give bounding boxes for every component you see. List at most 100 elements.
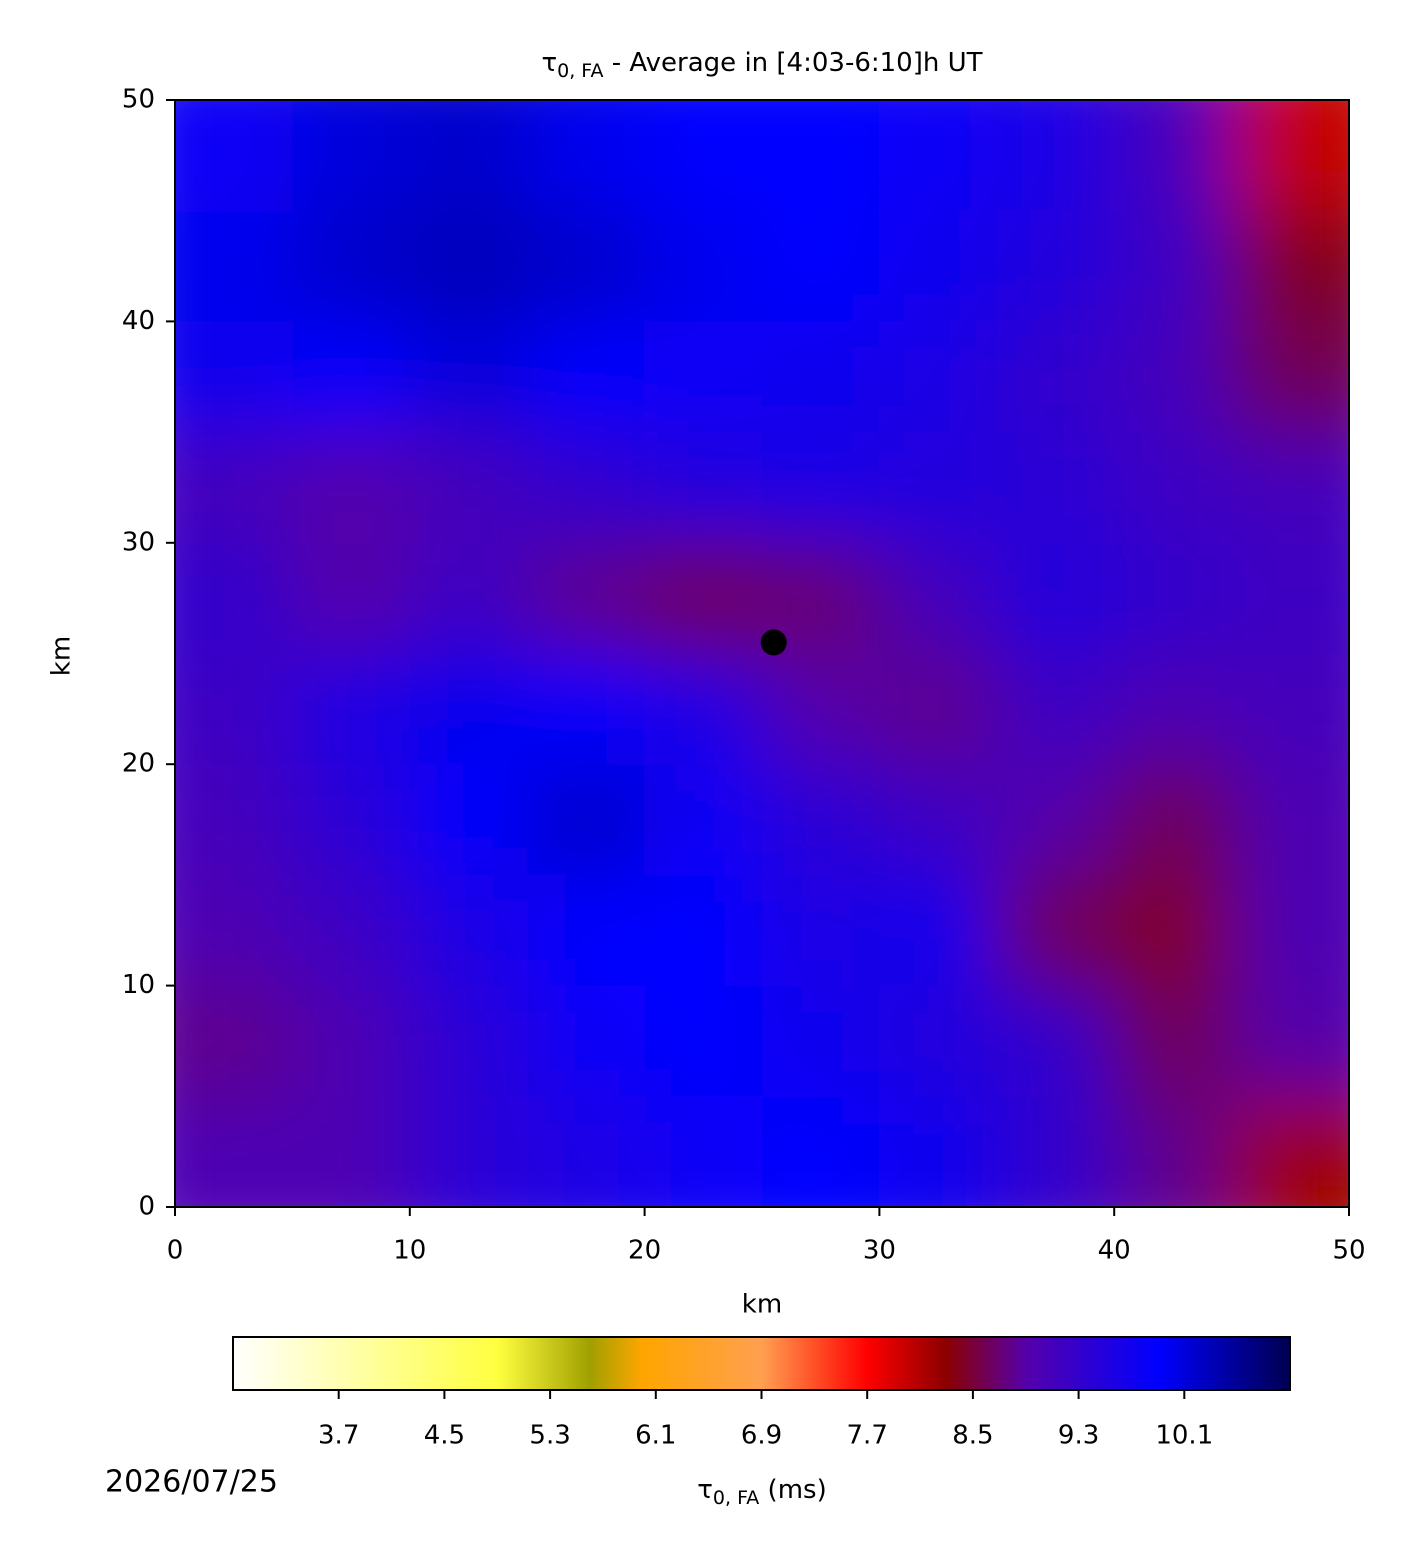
- heatmap-cell: [175, 874, 293, 986]
- heatmap-cell: [644, 432, 762, 543]
- y-tick-label: 50: [122, 85, 155, 115]
- heatmap-cell: [879, 874, 997, 986]
- heatmap-cell: [762, 1096, 880, 1207]
- heatmap-cell: [879, 1096, 997, 1207]
- x-tick-label: 10: [393, 1236, 426, 1266]
- colorbar-tick-label: 10.1: [1155, 1421, 1213, 1451]
- heatmap-cell: [292, 874, 410, 986]
- heatmap-cell: [292, 764, 410, 875]
- heatmap-cell: [1114, 210, 1232, 322]
- heatmap-cell: [175, 1096, 293, 1207]
- colorbar-tick-label: 6.9: [741, 1421, 782, 1451]
- heatmap-cell: [644, 210, 762, 322]
- x-tick-label: 30: [863, 1236, 896, 1266]
- x-axis-label: km: [742, 1290, 782, 1320]
- heatmap-cell: [644, 542, 762, 654]
- y-axis-label: km: [47, 636, 77, 676]
- heatmap-cell: [762, 874, 880, 986]
- heatmap-cell: [1231, 1096, 1349, 1207]
- x-tick-label: 0: [167, 1236, 184, 1266]
- heatmap-cell: [762, 985, 880, 1097]
- heatmap-cell: [409, 100, 528, 211]
- heatmap-cell: [1114, 542, 1232, 654]
- heatmap-cell: [644, 764, 762, 875]
- heatmap-cell: [1231, 874, 1349, 986]
- heatmap-cell: [175, 100, 293, 211]
- heatmap-cell: [409, 1096, 528, 1207]
- heatmap-cell: [1231, 653, 1349, 765]
- plot-frame: [174, 99, 1350, 1208]
- heatmap-cell: [1114, 764, 1232, 875]
- heatmap-cell: [409, 764, 528, 875]
- y-tick-label: 20: [122, 749, 155, 779]
- heatmap-cell: [175, 321, 293, 433]
- colorbar-tick-label: 6.1: [635, 1421, 676, 1451]
- date: 2026/07/25: [105, 1465, 278, 1500]
- heatmap-cell: [1114, 100, 1232, 211]
- heatmap-cell: [1114, 985, 1232, 1097]
- heatmap-cell: [292, 653, 410, 765]
- heatmap-cell: [762, 432, 880, 543]
- heatmap-cell: [996, 985, 1115, 1097]
- heatmap-cell: [1231, 210, 1349, 322]
- heatmap-cell: [1231, 432, 1349, 543]
- heatmap-cell: [527, 210, 645, 322]
- heatmap-cell: [175, 432, 293, 543]
- heatmap-cell: [175, 653, 293, 765]
- colorbar-tick-label: 5.3: [529, 1421, 570, 1451]
- heatmap-cell: [879, 985, 997, 1097]
- x-tick-label: 50: [1332, 1236, 1365, 1266]
- heatmap-cell: [527, 542, 645, 654]
- y-tick-label: 40: [122, 306, 155, 336]
- heatmap-cell: [527, 432, 645, 543]
- heatmap-cell: [879, 764, 997, 875]
- heatmap-cell: [527, 653, 645, 765]
- x-tick-label: 40: [1098, 1236, 1131, 1266]
- heatmap-cell: [175, 985, 293, 1097]
- heatmap-cell: [762, 653, 880, 765]
- heatmap-cell: [527, 100, 645, 211]
- heatmap-cell: [409, 321, 528, 433]
- heatmap-cell: [996, 653, 1115, 765]
- heatmap-cell: [996, 100, 1115, 211]
- marker: [760, 629, 787, 656]
- heatmap-cell: [527, 1096, 645, 1207]
- heatmap-cell: [644, 100, 762, 211]
- heatmap-cell: [292, 100, 410, 211]
- heatmap-cell: [409, 210, 528, 322]
- colorbar-label: τ0, FA (ms): [697, 1475, 826, 1509]
- heatmap-cell: [1231, 985, 1349, 1097]
- heatmap-cell: [1114, 874, 1232, 986]
- heatmap-cell: [879, 542, 997, 654]
- x-tick-label: 20: [628, 1236, 661, 1266]
- heatmap-cell: [1114, 1096, 1232, 1207]
- heatmap-cell: [409, 985, 528, 1097]
- colorbar-tick-label: 3.7: [318, 1421, 359, 1451]
- heatmap-cell: [644, 874, 762, 986]
- y-tick-label: 30: [122, 527, 155, 557]
- heatmap-cell: [996, 1096, 1115, 1207]
- heatmap-cell: [996, 874, 1115, 986]
- heatmap-cell: [175, 764, 293, 875]
- heatmap-cell: [527, 321, 645, 433]
- colorbar-tick-label: 4.5: [424, 1421, 465, 1451]
- heatmap-cell: [879, 432, 997, 543]
- heatmap-cell: [996, 321, 1115, 433]
- heatmap-cell: [409, 653, 528, 765]
- heatmap-cell: [1114, 321, 1232, 433]
- colorbar-tick-label: 9.3: [1058, 1421, 1099, 1451]
- heatmap: [175, 100, 1349, 1207]
- heatmap-cell: [409, 432, 528, 543]
- heatmap-cell: [175, 210, 293, 322]
- heatmap-cell: [644, 321, 762, 433]
- heatmap-cell: [527, 764, 645, 875]
- y-tick-label: 0: [138, 1192, 155, 1222]
- colorbar-tick-label: 8.5: [952, 1421, 993, 1451]
- heatmap-cell: [292, 985, 410, 1097]
- heatmap-cell: [1231, 321, 1349, 433]
- heatmap-cell: [879, 100, 997, 211]
- heatmap-cell: [409, 542, 528, 654]
- heatmap-cell: [996, 432, 1115, 543]
- heatmap-cell: [762, 321, 880, 433]
- y-tick-label: 10: [122, 970, 155, 1000]
